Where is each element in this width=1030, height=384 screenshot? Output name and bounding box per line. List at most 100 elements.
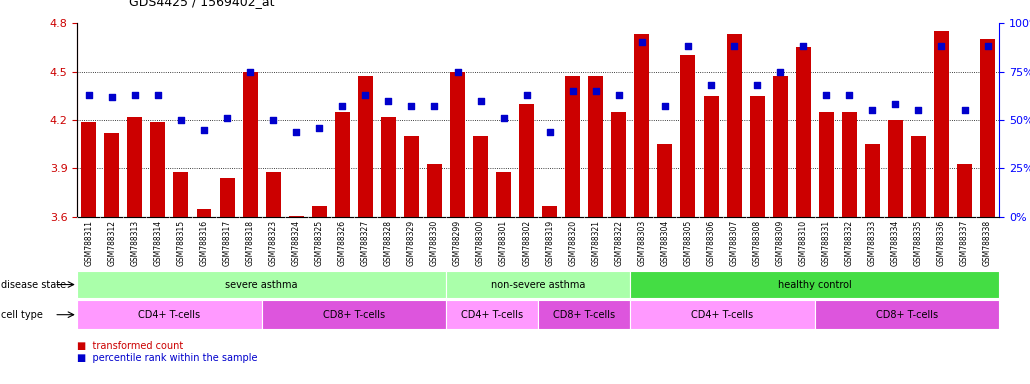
Bar: [819, 112, 833, 217]
Point: [587, 88, 604, 94]
Text: CD4+ T-cells: CD4+ T-cells: [461, 310, 523, 320]
Bar: [630, 300, 815, 329]
Point: [127, 92, 143, 98]
Point: [196, 127, 212, 133]
Point: [357, 92, 374, 98]
Bar: [288, 216, 304, 217]
Point: [864, 107, 881, 113]
Text: GSM788332: GSM788332: [845, 220, 854, 266]
Text: CD4+ T-cells: CD4+ T-cells: [138, 310, 201, 320]
Point: [933, 43, 950, 50]
Text: ■  percentile rank within the sample: ■ percentile rank within the sample: [77, 353, 258, 363]
Text: ■  transformed count: ■ transformed count: [77, 341, 183, 351]
Text: GSM788300: GSM788300: [476, 220, 485, 266]
Bar: [404, 136, 419, 217]
Text: non-severe asthma: non-severe asthma: [491, 280, 585, 290]
Point: [242, 68, 259, 74]
Text: GSM788307: GSM788307: [729, 220, 739, 266]
Text: CD8+ T-cells: CD8+ T-cells: [322, 310, 385, 320]
Point: [956, 107, 972, 113]
Bar: [266, 172, 280, 217]
Bar: [634, 34, 649, 217]
Text: GSM788317: GSM788317: [222, 220, 232, 266]
Bar: [357, 76, 373, 217]
Bar: [427, 164, 442, 217]
Text: GSM788321: GSM788321: [591, 220, 600, 266]
Bar: [542, 206, 557, 217]
Text: GSM788328: GSM788328: [384, 220, 392, 266]
Text: GSM788319: GSM788319: [545, 220, 554, 266]
Bar: [657, 144, 673, 217]
Bar: [81, 122, 96, 217]
Bar: [957, 164, 972, 217]
Text: GSM788336: GSM788336: [937, 220, 946, 266]
Text: GSM788322: GSM788322: [614, 220, 623, 266]
Bar: [197, 209, 211, 217]
Bar: [750, 96, 764, 217]
Point: [542, 129, 558, 135]
Bar: [538, 300, 630, 329]
Bar: [381, 117, 396, 217]
Bar: [450, 71, 465, 217]
Bar: [446, 271, 630, 298]
Point: [218, 115, 235, 121]
Bar: [128, 117, 142, 217]
Text: GSM788316: GSM788316: [200, 220, 208, 266]
Text: CD8+ T-cells: CD8+ T-cells: [876, 310, 938, 320]
Text: GSM788302: GSM788302: [522, 220, 531, 266]
Text: GSM788331: GSM788331: [822, 220, 831, 266]
Bar: [612, 112, 626, 217]
Point: [473, 98, 489, 104]
Text: GSM788304: GSM788304: [660, 220, 670, 266]
Text: GSM788314: GSM788314: [153, 220, 163, 266]
Bar: [312, 206, 327, 217]
Bar: [726, 34, 742, 217]
Text: GSM788309: GSM788309: [776, 220, 785, 266]
Bar: [77, 271, 446, 298]
Text: GSM788308: GSM788308: [753, 220, 761, 266]
Point: [380, 98, 397, 104]
Text: GSM788334: GSM788334: [891, 220, 900, 266]
Point: [657, 103, 674, 109]
Bar: [104, 133, 119, 217]
Point: [749, 82, 765, 88]
Point: [795, 43, 812, 50]
Text: cell type: cell type: [1, 310, 43, 320]
Bar: [446, 300, 538, 329]
Point: [611, 92, 627, 98]
Bar: [219, 178, 235, 217]
Text: GSM788315: GSM788315: [176, 220, 185, 266]
Text: GSM788318: GSM788318: [245, 220, 254, 266]
Point: [702, 82, 719, 88]
Point: [564, 88, 581, 94]
Point: [980, 43, 996, 50]
Text: GSM788333: GSM788333: [868, 220, 877, 266]
Text: GSM788301: GSM788301: [500, 220, 508, 266]
Bar: [703, 96, 719, 217]
Text: GSM788324: GSM788324: [291, 220, 301, 266]
Bar: [243, 71, 258, 217]
Point: [633, 40, 650, 46]
Bar: [796, 47, 811, 217]
Text: healthy control: healthy control: [778, 280, 852, 290]
Text: GSM788325: GSM788325: [315, 220, 323, 266]
Point: [680, 43, 696, 50]
Bar: [842, 112, 857, 217]
Bar: [981, 39, 995, 217]
Text: disease state: disease state: [1, 280, 66, 290]
Text: severe asthma: severe asthma: [226, 280, 298, 290]
Text: GSM788311: GSM788311: [84, 220, 94, 266]
Text: GSM788323: GSM788323: [269, 220, 278, 266]
Point: [149, 92, 166, 98]
Bar: [865, 144, 880, 217]
Text: GSM788303: GSM788303: [638, 220, 647, 266]
Point: [842, 92, 858, 98]
Text: GSM788327: GSM788327: [360, 220, 370, 266]
Point: [426, 103, 443, 109]
Bar: [630, 271, 999, 298]
Text: GSM788337: GSM788337: [960, 220, 969, 266]
Bar: [173, 172, 188, 217]
Point: [173, 117, 190, 123]
Bar: [77, 300, 262, 329]
Text: GSM788306: GSM788306: [707, 220, 716, 266]
